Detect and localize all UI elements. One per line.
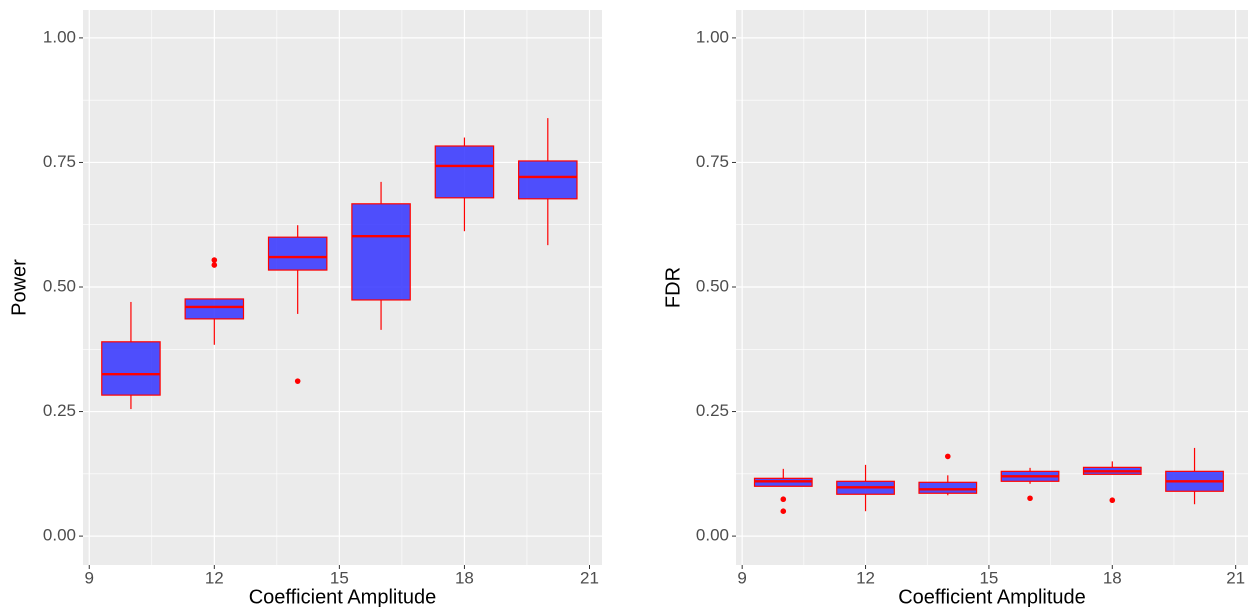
y-tick-label: 0.75 [43, 152, 76, 171]
outlier [211, 257, 218, 263]
box [267, 236, 328, 271]
y-tick-label: 0.25 [696, 401, 729, 420]
box [434, 145, 495, 199]
y-axis-label: FDR [662, 267, 684, 308]
outlier [944, 453, 951, 460]
y-tick-label: 0.50 [696, 276, 729, 295]
y-tick-label: 0.00 [696, 526, 729, 545]
box [351, 203, 411, 301]
y-tick-label: 0.50 [43, 276, 76, 295]
outlier [1109, 497, 1116, 504]
y-tick-label: 1.00 [43, 27, 76, 46]
box [918, 481, 978, 494]
x-tick-label: 18 [1103, 568, 1122, 587]
box [101, 341, 161, 396]
y-axis-label: Power [8, 259, 30, 316]
y-tick-label: 0.00 [43, 526, 76, 545]
x-tick-label: 12 [856, 568, 875, 587]
y-tick-label: 0.25 [43, 401, 76, 420]
x-tick-label: 15 [330, 568, 349, 587]
x-axis-label: Coefficient Amplitude [898, 586, 1086, 607]
x-tick-label: 21 [1226, 568, 1245, 587]
y-tick-label: 1.00 [696, 27, 729, 46]
x-tick-label: 9 [737, 568, 746, 587]
x-tick-label: 18 [455, 568, 474, 587]
outlier [780, 508, 787, 514]
box [518, 160, 578, 200]
x-axis-label: Coefficient Amplitude [249, 586, 437, 607]
x-tick-label: 12 [205, 568, 224, 587]
box [184, 298, 245, 320]
x-tick-label: 15 [979, 568, 998, 587]
outlier [780, 496, 787, 503]
x-tick-label: 21 [580, 568, 599, 587]
outlier [294, 378, 301, 384]
x-tick-label: 9 [85, 568, 94, 587]
outlier [1027, 495, 1033, 502]
outlier [211, 262, 218, 268]
y-tick-label: 0.75 [696, 152, 729, 171]
